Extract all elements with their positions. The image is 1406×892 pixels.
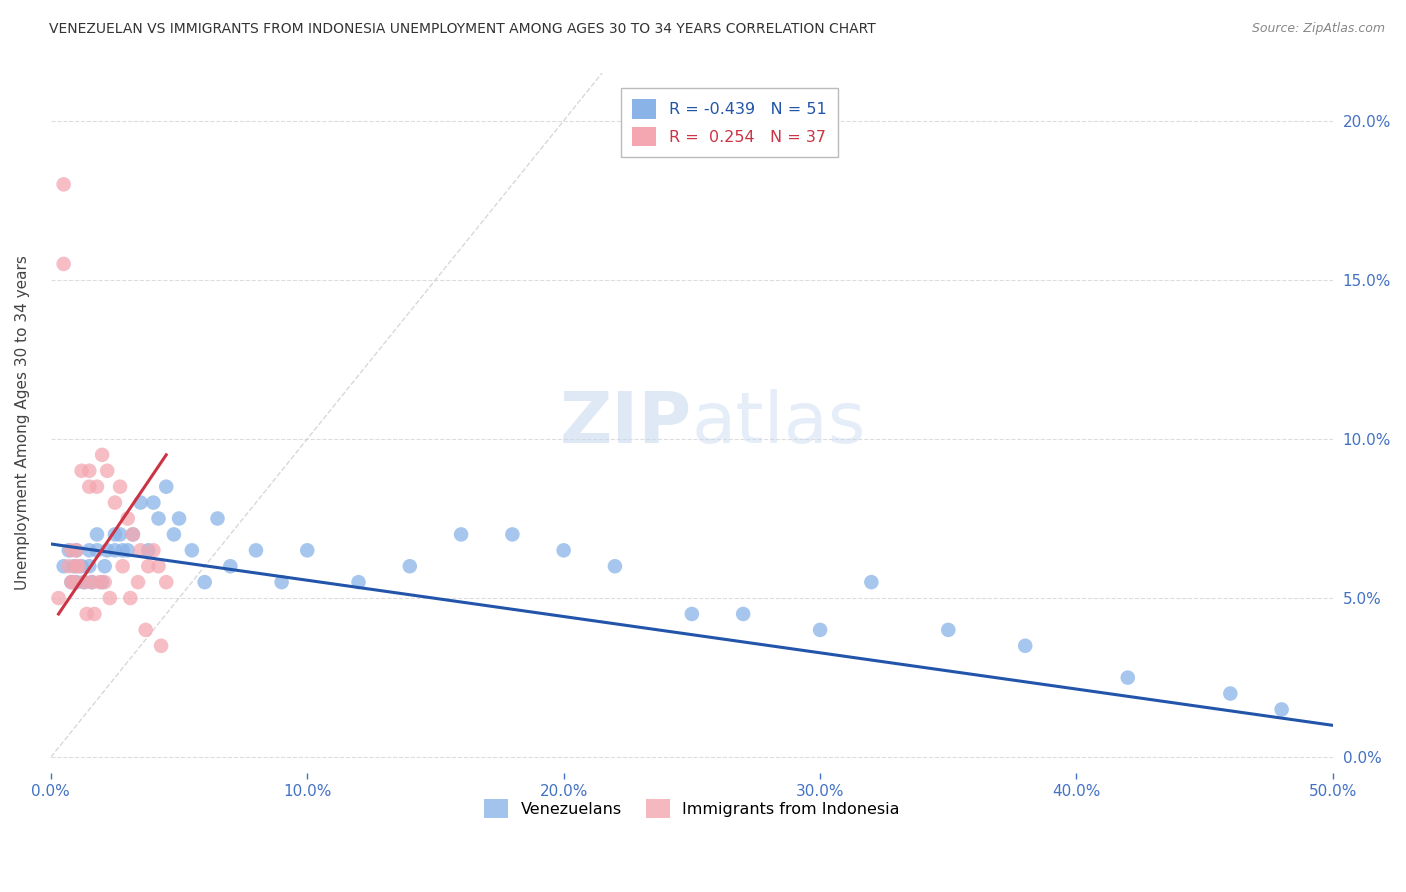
Point (80, 575, 103, 590)
Point (122, 527, 145, 541)
Legend: Venezuelans, Immigrants from Indonesia: Venezuelans, Immigrants from Indonesia (478, 792, 907, 824)
Point (129, 495, 152, 509)
Point (245, 543, 267, 558)
Point (120, 591, 142, 605)
Point (79, 480, 101, 494)
Point (89, 575, 111, 590)
Point (808, 623, 831, 637)
Point (1219, 686, 1241, 700)
Point (104, 495, 127, 509)
Point (1271, 702, 1294, 716)
Point (603, 559, 626, 574)
Point (93, 559, 115, 574)
Point (117, 511, 139, 525)
Text: ZIP: ZIP (560, 389, 692, 458)
Point (297, 543, 319, 558)
Point (148, 559, 170, 574)
Point (60, 575, 83, 590)
Point (194, 575, 217, 590)
Text: Source: ZipAtlas.com: Source: ZipAtlas.com (1251, 22, 1385, 36)
Point (142, 495, 165, 509)
Point (58, 543, 80, 558)
Point (936, 623, 959, 637)
Point (65, 543, 87, 558)
Point (1116, 671, 1139, 685)
Point (104, 527, 127, 541)
Point (501, 527, 523, 541)
Point (93, 575, 115, 590)
Point (52, 178, 75, 192)
Point (79, 543, 101, 558)
Point (163, 527, 186, 541)
Point (91, 448, 114, 462)
Point (136, 559, 159, 574)
Point (207, 511, 229, 525)
Point (117, 543, 139, 558)
Point (70, 559, 93, 574)
Y-axis label: Unemployment Among Ages 30 to 34 years: Unemployment Among Ages 30 to 34 years (15, 256, 30, 591)
Point (70, 464, 93, 478)
Point (111, 559, 134, 574)
Point (111, 543, 134, 558)
Point (270, 575, 292, 590)
Point (73, 575, 96, 590)
Point (553, 543, 575, 558)
Point (347, 575, 370, 590)
Point (180, 543, 202, 558)
Point (91, 575, 114, 590)
Point (76, 607, 98, 621)
Point (398, 559, 420, 574)
Point (142, 543, 165, 558)
Point (60, 543, 83, 558)
Point (80, 575, 103, 590)
Point (52, 257, 75, 271)
Point (860, 575, 883, 590)
Point (450, 527, 472, 541)
Point (73, 575, 96, 590)
Text: VENEZUELAN VS IMMIGRANTS FROM INDONESIA UNEMPLOYMENT AMONG AGES 30 TO 34 YEARS C: VENEZUELAN VS IMMIGRANTS FROM INDONESIA … (49, 22, 876, 37)
Text: atlas: atlas (692, 389, 866, 458)
Point (108, 480, 131, 494)
Point (63, 575, 86, 590)
Point (48, 591, 70, 605)
Point (83, 607, 105, 621)
Point (108, 527, 131, 541)
Point (681, 607, 703, 621)
Point (155, 575, 177, 590)
Point (219, 559, 242, 574)
Point (122, 527, 145, 541)
Point (129, 543, 152, 558)
Point (60, 575, 83, 590)
Point (63, 559, 86, 574)
Point (65, 543, 87, 558)
Point (96, 464, 118, 478)
Point (148, 511, 170, 525)
Point (52, 559, 75, 574)
Point (1014, 639, 1036, 653)
Point (155, 480, 177, 494)
Point (79, 559, 101, 574)
Point (127, 575, 149, 590)
Point (136, 543, 159, 558)
Point (104, 543, 127, 558)
Point (733, 607, 755, 621)
Point (150, 639, 173, 653)
Point (79, 464, 101, 478)
Point (65, 575, 87, 590)
Point (135, 623, 157, 637)
Point (65, 559, 87, 574)
Point (86, 480, 108, 494)
Point (67, 559, 90, 574)
Point (86, 527, 108, 541)
Point (167, 511, 190, 525)
Point (96, 543, 118, 558)
Point (98, 591, 121, 605)
Point (58, 559, 80, 574)
Point (86, 543, 108, 558)
